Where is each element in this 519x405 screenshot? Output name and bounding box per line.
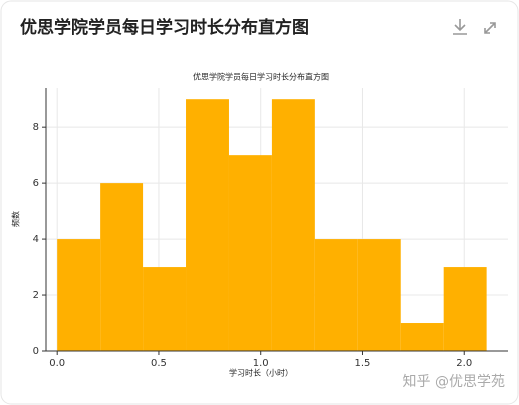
bar xyxy=(443,267,487,351)
bar xyxy=(228,155,272,351)
bar xyxy=(314,239,358,351)
x-tick-label: 0.5 xyxy=(151,358,167,369)
y-tick-label: 8 xyxy=(33,122,39,133)
x-tick-label: 0.0 xyxy=(49,358,65,369)
x-axis-label: 学习时长（小时） xyxy=(229,368,293,378)
watermark: 知乎 @优思学苑 xyxy=(403,373,505,390)
download-button[interactable] xyxy=(453,19,467,35)
y-tick-label: 2 xyxy=(33,290,39,301)
bar xyxy=(271,99,315,351)
bar xyxy=(143,267,187,351)
card-title: 优思学院学员每日学习时长分布直方图 xyxy=(20,17,309,38)
bar xyxy=(100,183,144,351)
expand-button[interactable] xyxy=(484,22,496,34)
bar xyxy=(186,99,229,351)
x-tick-label: 1.5 xyxy=(355,358,371,369)
bar xyxy=(357,239,401,351)
y-tick-label: 0 xyxy=(33,346,39,357)
y-tick-label: 6 xyxy=(33,178,39,189)
bar xyxy=(400,323,444,351)
x-tick-label: 2.0 xyxy=(456,358,472,369)
x-tick-label: 1.0 xyxy=(253,358,269,369)
y-axis-label: 频数 xyxy=(11,211,21,227)
chart-title: 优思学院学员每日学习时长分布直方图 xyxy=(193,72,329,82)
bar xyxy=(57,239,101,351)
y-tick-label: 4 xyxy=(33,234,39,245)
